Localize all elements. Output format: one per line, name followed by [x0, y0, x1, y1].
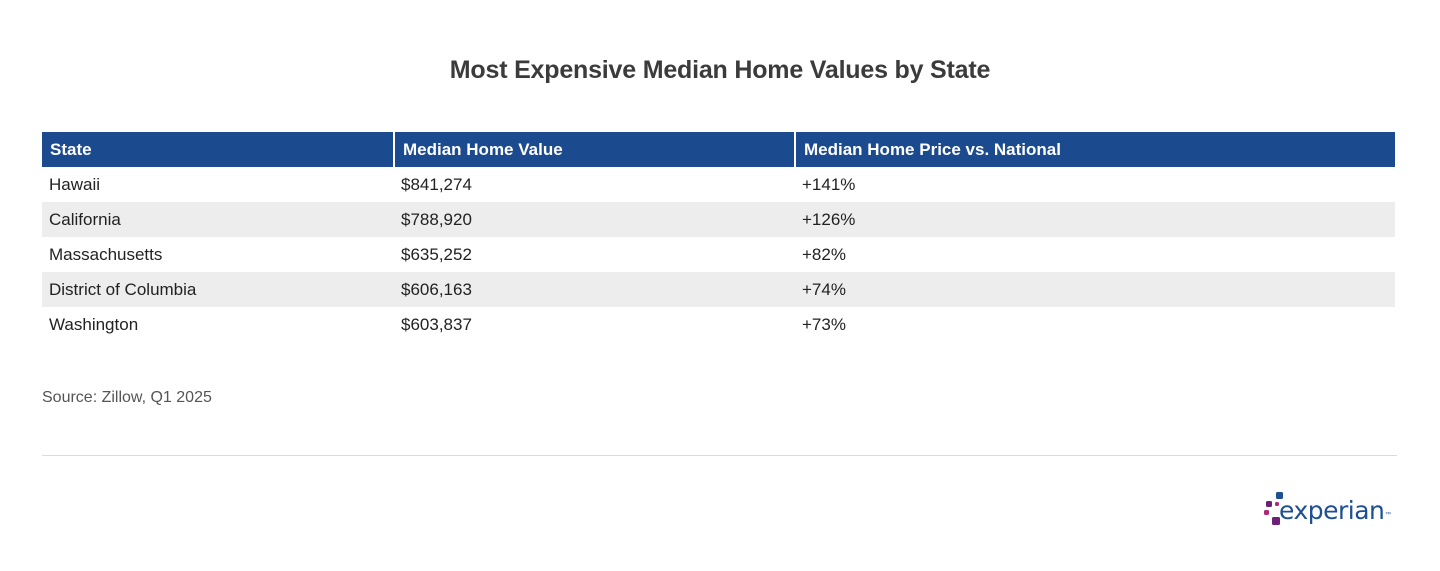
- logo-dot-magenta-small: [1275, 502, 1279, 506]
- median-value-cell: $635,252: [401, 244, 472, 264]
- vs-national-cell: +141%: [802, 174, 856, 194]
- table-row: Massachusetts $635,252 +82%: [42, 237, 1395, 272]
- home-values-table: State Median Home Value Median Home Pric…: [42, 132, 1395, 342]
- header-row: State Median Home Value Median Home Pric…: [42, 132, 1395, 167]
- vs-national-cell: +126%: [795, 202, 1395, 237]
- median-value-cell: $606,163: [394, 272, 795, 307]
- state-cell: Massachusetts: [49, 244, 163, 264]
- trademark-mark: ™: [1385, 512, 1391, 518]
- state-cell: Hawaii: [49, 174, 101, 194]
- median-value-cell: $603,837: [401, 314, 472, 334]
- table-header: State Median Home Value Median Home Pric…: [42, 132, 1395, 167]
- vs-national-cell: +82%: [802, 244, 846, 264]
- logo-dot-purple-large: [1272, 517, 1280, 525]
- logo-dot-purple: [1266, 501, 1272, 507]
- state-cell: District of Columbia: [42, 272, 394, 307]
- table-body: Hawaii $841,274 +141% California $788,92…: [42, 167, 1395, 342]
- table-row: District of Columbia $606,163 +74%: [42, 272, 1395, 307]
- state-cell: California: [42, 202, 394, 237]
- table-row: Hawaii $841,274 +141%: [42, 167, 1395, 202]
- logo-wordmark: experian: [1279, 496, 1385, 525]
- median-value-cell: $788,920: [394, 202, 795, 237]
- state-cell: Washington: [49, 314, 139, 334]
- source-note: Source: Zillow, Q1 2025: [42, 389, 212, 406]
- chart-title: Most Expensive Median Home Values by Sta…: [449, 56, 991, 84]
- table-row: California $788,920 +126%: [42, 202, 1395, 237]
- logo-dot-magenta: [1264, 510, 1269, 515]
- column-header-state: State: [42, 132, 395, 167]
- vs-national-cell: +74%: [795, 272, 1395, 307]
- logo-dot-blue: [1276, 492, 1283, 499]
- divider: [42, 455, 1397, 456]
- column-header-vs-national: Median Home Price vs. National: [795, 132, 1395, 167]
- experian-logo: experian ™: [1262, 490, 1392, 534]
- table-row: Washington $603,837 +73%: [42, 307, 1395, 342]
- vs-national-cell: +73%: [802, 314, 846, 334]
- column-header-median-home-value: Median Home Value: [394, 132, 796, 167]
- median-value-cell: $841,274: [401, 174, 472, 194]
